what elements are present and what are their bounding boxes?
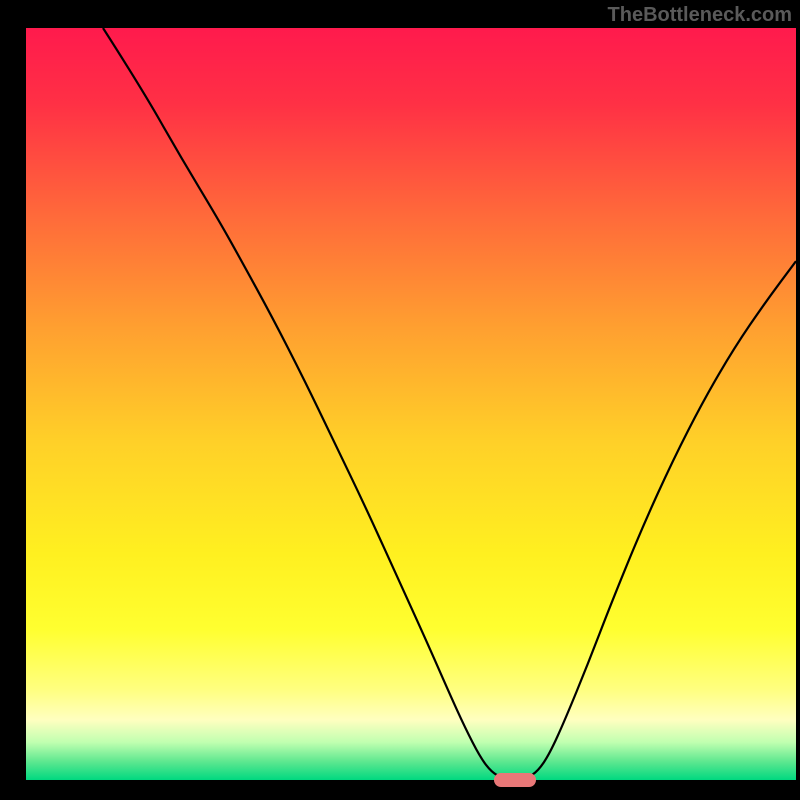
plot-area	[26, 28, 796, 780]
chart-container: TheBottleneck.com	[0, 0, 800, 800]
bottleneck-curve	[26, 28, 796, 780]
optimal-marker	[494, 773, 536, 787]
watermark-text: TheBottleneck.com	[608, 4, 792, 27]
